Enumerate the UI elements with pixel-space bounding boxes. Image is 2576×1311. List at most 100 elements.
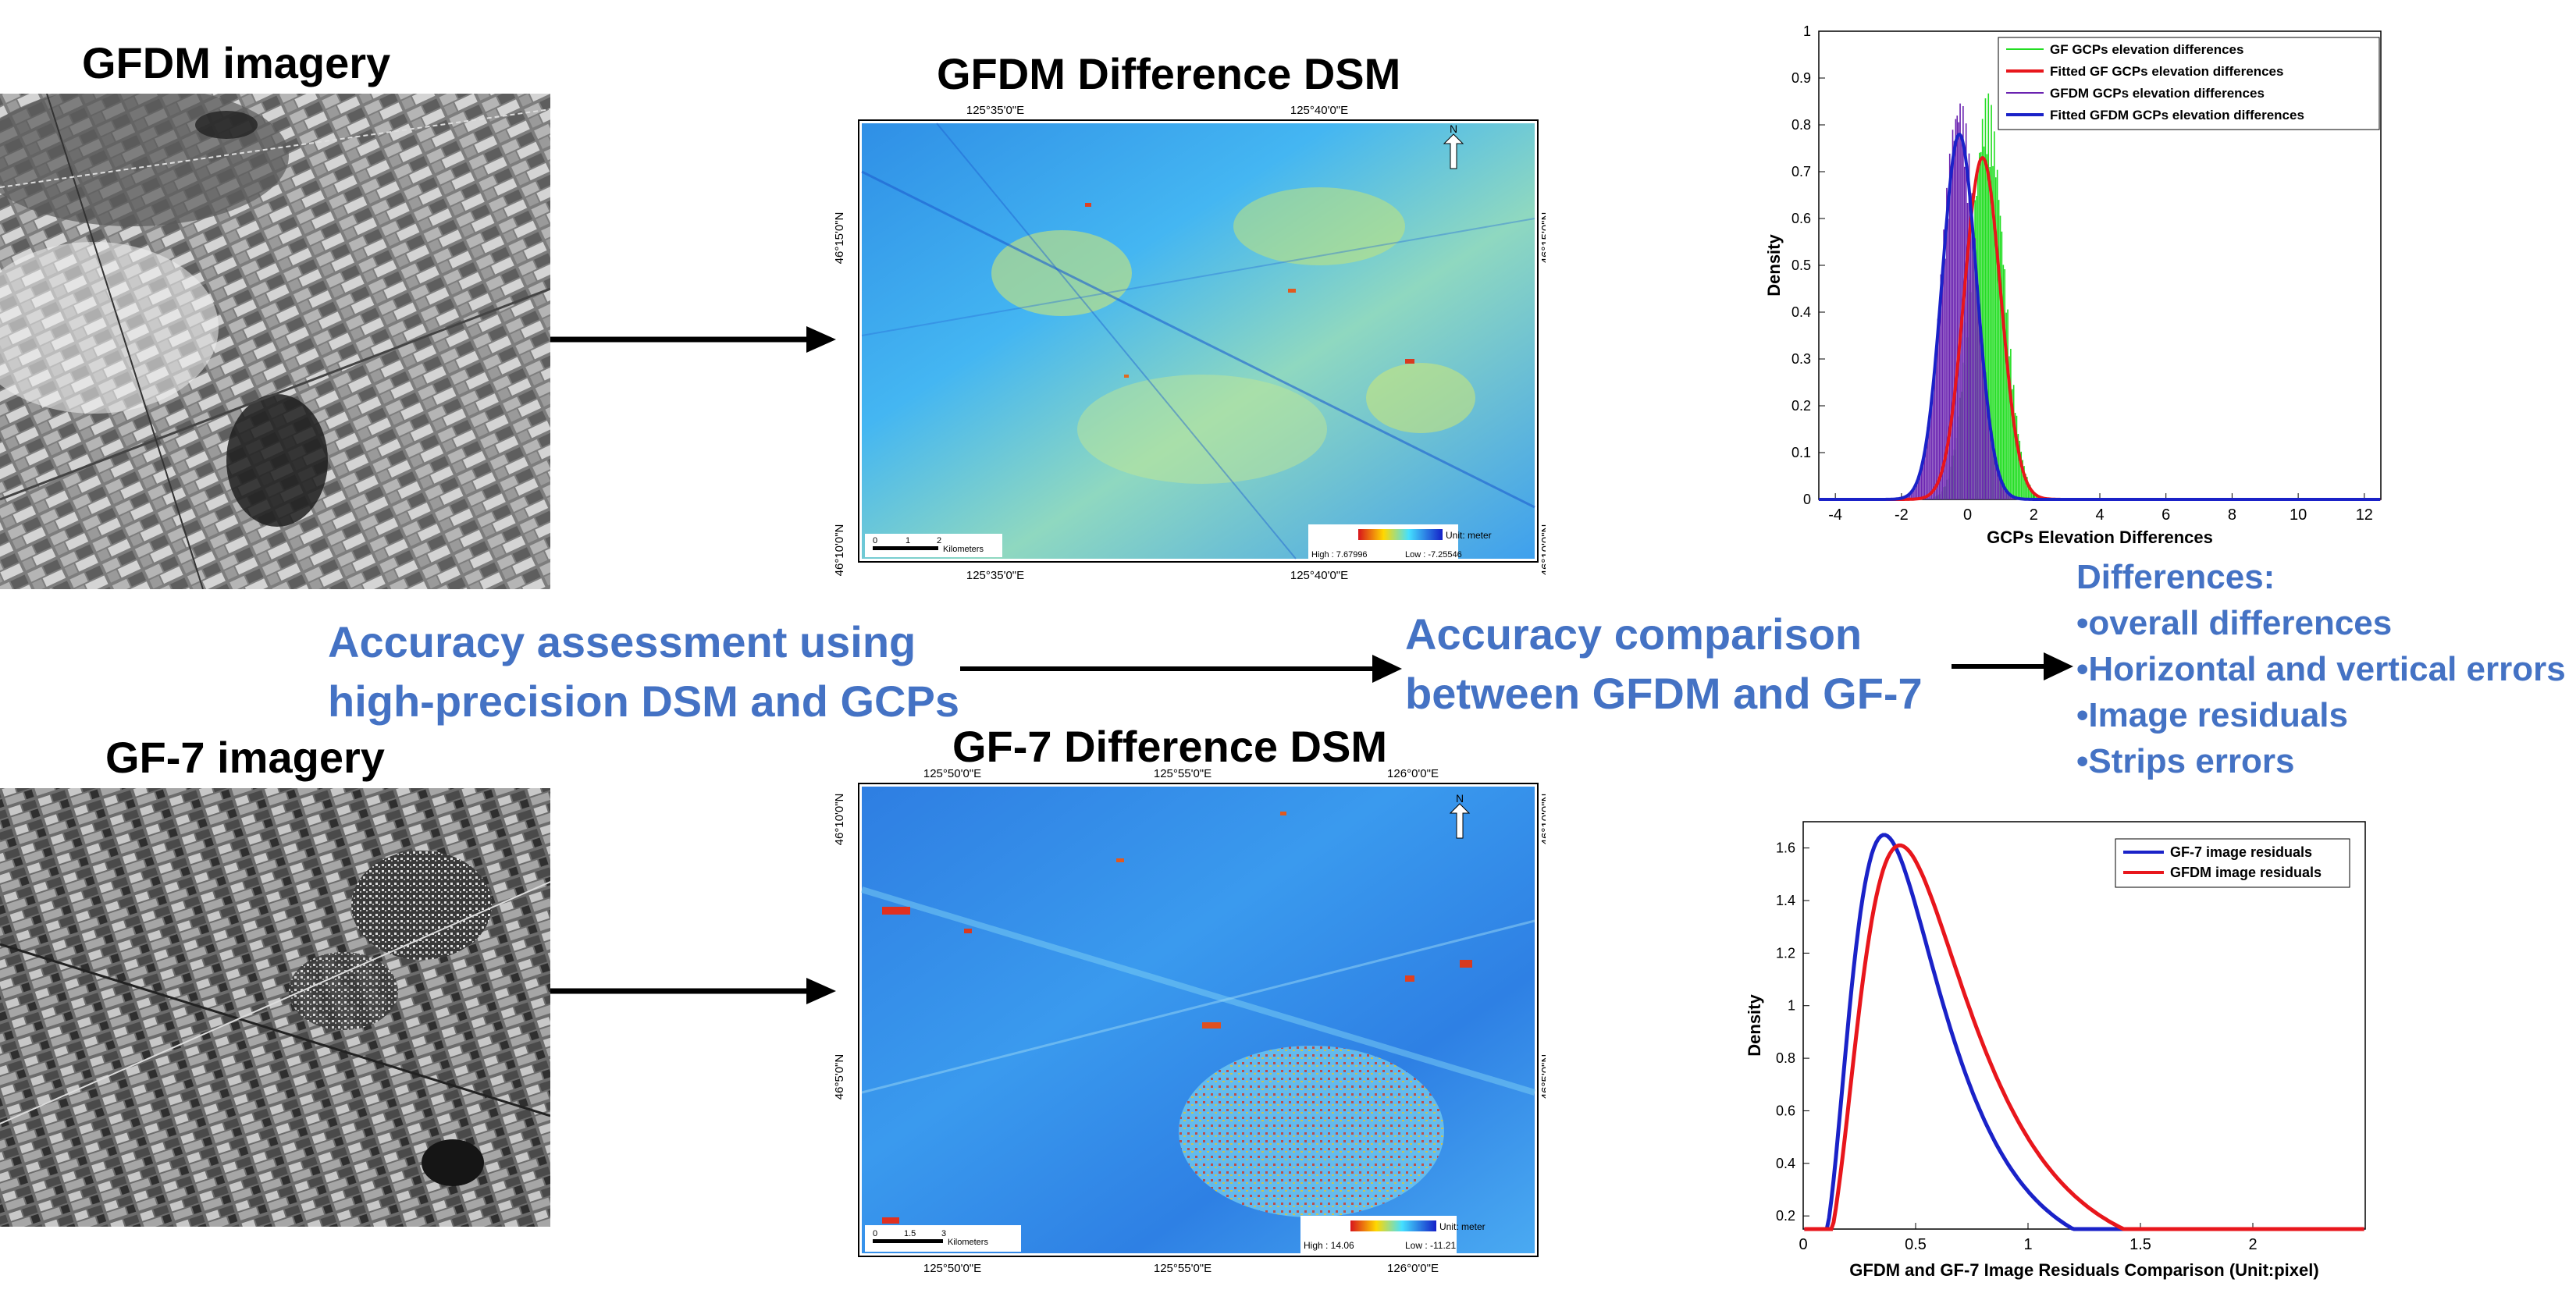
left-tick-label: 46°5'0"N xyxy=(833,1054,846,1100)
y-tick-label: 0.2 xyxy=(1776,1208,1795,1224)
bottom-tick-label: 125°55'0"E xyxy=(1154,1262,1212,1275)
y-axis-label: Density xyxy=(1745,994,1764,1057)
top-tick-label: 125°50'0"E xyxy=(923,767,981,780)
differences-item-label: Horizontal and vertical errors xyxy=(2088,650,2566,688)
plot-area xyxy=(1802,821,2366,1230)
y-tick-label: 0.6 xyxy=(1776,1103,1795,1118)
legend-high: High : 14.06 xyxy=(1304,1240,1354,1251)
differences-item: •Image residuals xyxy=(2076,692,2566,738)
gfdm-dsm-title: GFDM Difference DSM xyxy=(937,49,1401,98)
fitted-curve xyxy=(1819,132,2381,501)
top-tick-label: 125°55'0"E xyxy=(1154,767,1212,780)
differences-item: •Strips errors xyxy=(2076,738,2566,784)
scale-label: 0 xyxy=(873,536,877,545)
y-tick-label: 0.6 xyxy=(1791,211,1811,226)
x-tick-label: 8 xyxy=(2228,506,2236,524)
y-tick-label: 1 xyxy=(1803,23,1811,39)
gf7-imagery xyxy=(0,788,551,1227)
legend-entry: GF-7 image residuals xyxy=(2170,844,2312,860)
differences-list: Differences: •overall differences •Horiz… xyxy=(2076,554,2566,784)
legend-entry: GF GCPs elevation differences xyxy=(2050,42,2243,57)
x-tick-label: 12 xyxy=(2356,506,2373,524)
gfdm-difference-dsm-map: N 125°35'0"E 125°40'0"E 125°35'0"E 125°4… xyxy=(812,101,1553,585)
x-axis-label: GCPs Elevation Differences xyxy=(1987,528,2213,547)
left-tick-label: 46°10'0"N xyxy=(833,524,846,577)
bottom-tick-label: 125°50'0"E xyxy=(923,1262,981,1275)
gcp-elevation-chart: -4 -2 0 2 4 6 8 10 12 0 0.1 0.2 0.3 0.4 0.5 0.6 0.7 0.8 0.… xyxy=(1741,16,2404,562)
legend-colorbar xyxy=(1350,1220,1436,1231)
x-tick-label: 6 xyxy=(2161,506,2170,524)
differences-item: •overall differences xyxy=(2076,600,2566,646)
legend-entry: GFDM image residuals xyxy=(2170,865,2322,880)
y-tick-label: 0.4 xyxy=(1791,304,1811,320)
scale-unit: Kilometers xyxy=(948,1238,988,1247)
scale-label: 2 xyxy=(937,536,941,545)
assessment-line-2: high-precision DSM and GCPs xyxy=(328,677,959,726)
bullet-icon: • xyxy=(2076,742,2089,780)
differences-item-label: overall differences xyxy=(2088,604,2393,642)
bullet-icon: • xyxy=(2076,650,2089,688)
y-tick-label: 0.8 xyxy=(1776,1050,1795,1066)
gfdm-imagery xyxy=(0,86,551,590)
y-tick-label: 0.7 xyxy=(1791,164,1811,179)
x-tick-label: 1 xyxy=(2023,1236,2032,1253)
arrow-assessment-to-comparison xyxy=(960,655,1402,683)
x-tick-label: 0.5 xyxy=(1905,1236,1927,1253)
bullet-icon: • xyxy=(2076,604,2089,642)
legend-entry: Fitted GF GCPs elevation differences xyxy=(2050,64,2283,79)
left-tick-label: 46°10'0"N xyxy=(833,794,846,846)
differences-item-label: Strips errors xyxy=(2088,742,2295,780)
x-tick-label: 0 xyxy=(1963,506,1972,524)
right-tick-label: 46°5'0"N xyxy=(1539,1054,1546,1100)
assessment-line-1: Accuracy assessment using xyxy=(328,617,916,666)
x-tick-label: 2 xyxy=(2248,1236,2257,1253)
scale-bar xyxy=(873,546,938,550)
differences-item-label: Image residuals xyxy=(2088,696,2349,734)
y-tick-label: 0.3 xyxy=(1791,351,1811,367)
gf7-dsm-title: GF-7 Difference DSM xyxy=(952,722,1387,771)
scale-label: 0 xyxy=(873,1229,877,1238)
x-tick-label: 2 xyxy=(2030,506,2038,524)
top-tick-label: 126°0'0"E xyxy=(1387,767,1439,780)
top-tick-label: 125°40'0"E xyxy=(1290,104,1348,117)
x-tick-label: 4 xyxy=(2095,506,2104,524)
y-tick-label: 0.2 xyxy=(1791,398,1811,414)
legend-unit: Unit: meter xyxy=(1439,1221,1485,1232)
gf7-imagery-title: GF-7 imagery xyxy=(105,733,385,782)
left-tick-label: 46°15'0"N xyxy=(833,212,846,265)
scale-unit: Kilometers xyxy=(943,545,984,554)
top-tick-label: 125°35'0"E xyxy=(966,104,1024,117)
right-tick-label: 46°10'0"N xyxy=(1539,524,1546,577)
x-tick-label: 0 xyxy=(1799,1236,1807,1253)
legend-entry: GFDM GCPs elevation differences xyxy=(2050,86,2265,101)
y-tick-label: 0.1 xyxy=(1791,445,1811,460)
bottom-tick-label: 125°35'0"E xyxy=(966,569,1024,582)
x-tick-label: -4 xyxy=(1828,506,1842,524)
arrow-comparison-to-differences xyxy=(1952,652,2073,680)
gf7-difference-dsm-map: N 125°50'0"E 125°55'0"E 126°0'0"E 125°50… xyxy=(812,765,1553,1280)
arrow-imagery-to-gfdm-dsm xyxy=(550,326,836,353)
scale-bar xyxy=(873,1239,943,1243)
y-tick-label: 1.2 xyxy=(1776,945,1795,961)
north-label: N xyxy=(1456,792,1464,805)
arrow-imagery-to-gf7-dsm xyxy=(550,978,836,1004)
assessment-label: Accuracy assessment using high-precision… xyxy=(328,613,959,731)
scale-label: 3 xyxy=(941,1229,946,1238)
y-tick-label: 0.4 xyxy=(1776,1156,1795,1171)
legend-entry: Fitted GFDM GCPs elevation differences xyxy=(2050,108,2304,123)
comparison-label: Accuracy comparison between GFDM and GF-… xyxy=(1405,605,1923,723)
x-axis-label: GFDM and GF-7 Image Residuals Comparison… xyxy=(1849,1260,2318,1280)
y-tick-label: 0.8 xyxy=(1791,117,1811,133)
legend-high: High : 7.67996 xyxy=(1311,550,1368,560)
legend-low: Low : -11.21 xyxy=(1405,1240,1456,1251)
comparison-line-1: Accuracy comparison xyxy=(1405,609,1863,659)
legend-unit: Unit: meter xyxy=(1446,530,1492,541)
legend-colorbar xyxy=(1358,529,1443,540)
x-tick-label: 10 xyxy=(2290,506,2307,524)
legend-box xyxy=(2115,838,2350,888)
differences-heading: Differences: xyxy=(2076,558,2275,596)
north-label: N xyxy=(1450,123,1457,135)
legend-low: Low : -7.25546 xyxy=(1405,550,1462,560)
y-tick-label: 0.5 xyxy=(1791,258,1811,273)
y-tick-label: 0.9 xyxy=(1791,70,1811,86)
